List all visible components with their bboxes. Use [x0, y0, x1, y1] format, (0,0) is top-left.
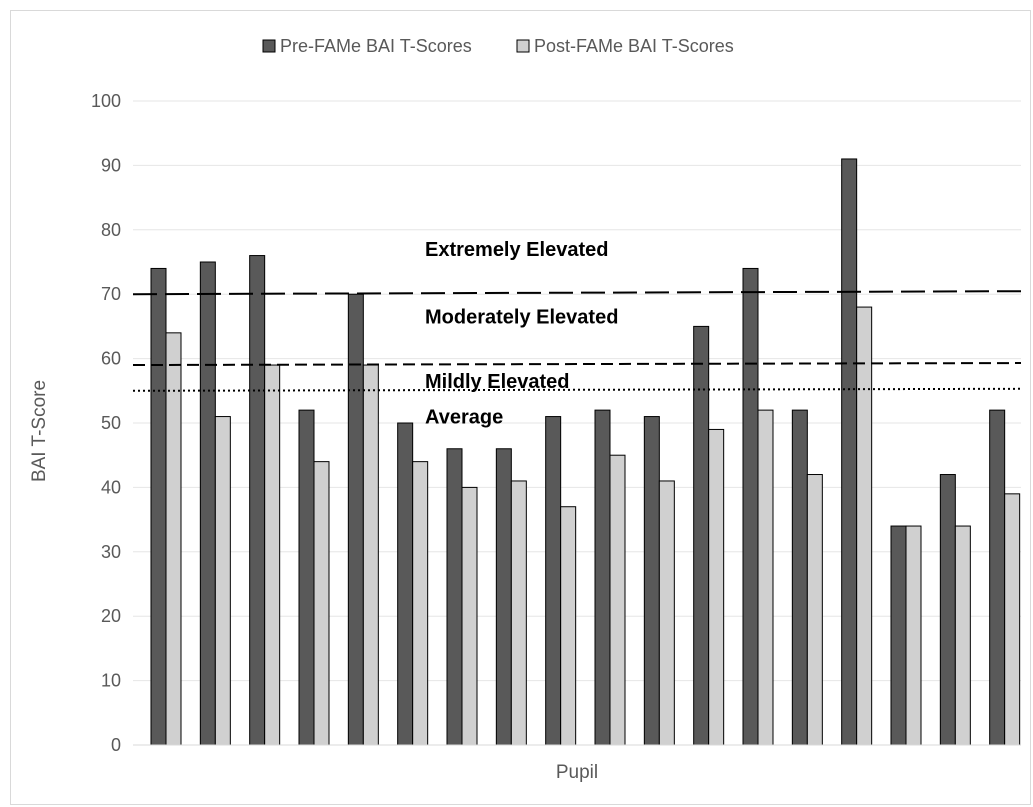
bar-pre-14 — [791, 409, 808, 746]
threshold-line-dotted — [132, 387, 1022, 392]
bar-pre-12 — [693, 325, 710, 746]
bar-pre-9 — [545, 416, 562, 746]
bar-pre-1 — [150, 267, 167, 746]
legend-label-post: Post-FAMe BAI T-Scores — [534, 36, 734, 56]
zone-label: Moderately Elevated — [425, 307, 618, 329]
y-tick-labels: 0 10 20 30 40 50 60 70 80 90 100 — [91, 91, 121, 755]
bar-post-3 — [264, 364, 281, 746]
bar-post-2 — [214, 416, 231, 746]
legend: Pre-FAMe BAI T-Scores Post-FAMe BAI T-Sc… — [262, 36, 734, 56]
bar-chart: Extremely Elevated Moderately Elevated Mil… — [29, 36, 1022, 783]
bar-post-14 — [806, 474, 823, 746]
bar-pre-7 — [446, 448, 463, 746]
bar-pre-2 — [199, 261, 216, 746]
bars — [150, 158, 1021, 746]
y-tick-label: 90 — [101, 155, 121, 175]
legend-label-pre: Pre-FAMe BAI T-Scores — [280, 36, 472, 56]
y-tick-label: 10 — [101, 671, 121, 691]
y-tick-label: 0 — [111, 735, 121, 755]
zone-labels: Extremely Elevated Moderately Elevated Mil… — [425, 239, 618, 428]
chart-frame: Extremely Elevated Moderately Elevated Mil… — [10, 10, 1031, 805]
bar-pre-18 — [989, 409, 1006, 746]
y-tick-label: 70 — [101, 284, 121, 304]
bar-post-9 — [560, 506, 577, 746]
bar-pre-6 — [397, 422, 414, 746]
bar-pre-13 — [742, 267, 759, 746]
y-tick-label: 50 — [101, 413, 121, 433]
bar-pre-4 — [298, 409, 315, 746]
bar-post-8 — [510, 480, 527, 746]
y-tick-label: 100 — [91, 91, 121, 111]
bar-pre-15 — [841, 158, 858, 746]
bar-post-7 — [461, 486, 478, 746]
threshold-line-dash — [132, 362, 1022, 367]
zone-label: Average — [425, 407, 503, 429]
threshold-lines — [132, 290, 1022, 392]
y-tick-label: 40 — [101, 477, 121, 497]
legend-swatch-post — [516, 39, 530, 53]
bar-pre-11 — [643, 416, 660, 746]
bar-pre-17 — [939, 474, 956, 746]
bar-pre-10 — [594, 409, 611, 746]
y-tick-label: 80 — [101, 220, 121, 240]
bar-pre-5 — [347, 293, 364, 746]
legend-swatch-pre — [262, 39, 276, 53]
bar-post-1 — [165, 332, 182, 746]
bar-pre-3 — [249, 255, 266, 746]
y-tick-label: 20 — [101, 606, 121, 626]
bar-post-18 — [1004, 493, 1021, 746]
bar-post-12 — [708, 428, 725, 746]
bar-pre-16 — [890, 525, 907, 746]
bar-post-17 — [954, 525, 971, 746]
bar-post-11 — [658, 480, 675, 746]
bar-post-6 — [412, 461, 429, 746]
bar-post-15 — [856, 306, 873, 746]
bar-post-5 — [362, 364, 379, 746]
bar-post-16 — [905, 525, 922, 746]
bar-post-4 — [313, 461, 330, 746]
bar-post-10 — [609, 454, 626, 746]
y-axis-title: BAI T-Score — [29, 380, 50, 482]
y-tick-label: 60 — [101, 349, 121, 369]
x-axis-title: Pupil — [556, 762, 598, 783]
zone-label: Extremely Elevated — [425, 239, 608, 261]
y-tick-label: 30 — [101, 542, 121, 562]
bar-pre-8 — [495, 448, 512, 746]
zone-label: Mildly Elevated — [425, 371, 570, 393]
threshold-line-long-dash — [132, 290, 1022, 296]
bar-post-13 — [757, 409, 774, 746]
